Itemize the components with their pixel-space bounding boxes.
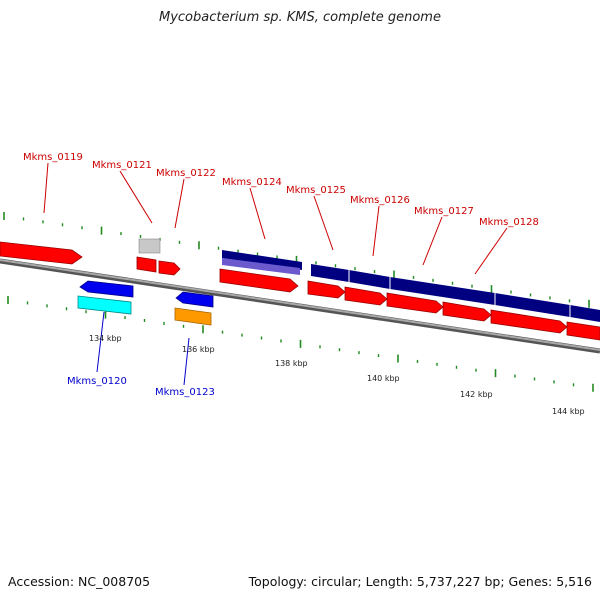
feature-mkms-0120-cyan[interactable] bbox=[77, 295, 132, 315]
operon-bar-0128[interactable] bbox=[495, 293, 570, 317]
map-title: Mycobacterium sp. KMS, complete genome bbox=[159, 10, 441, 25]
label-mkms-0125[interactable]: Mkms_0125 bbox=[286, 185, 346, 196]
tick-label-140: 140 kbp bbox=[367, 374, 400, 383]
gene-mkms-0121-grey[interactable] bbox=[138, 238, 161, 254]
kbp-ticks: 134 kbp 136 kbp 138 kbp 140 kbp 142 kbp … bbox=[89, 334, 585, 416]
operon-bar-0125[interactable] bbox=[311, 264, 349, 282]
gene-mkms-0128[interactable] bbox=[442, 301, 492, 322]
accession-text: Accession: NC_008705 bbox=[8, 574, 151, 589]
gene-mkms-0130[interactable] bbox=[566, 321, 600, 341]
operon-bar-0124-light[interactable] bbox=[222, 258, 300, 275]
operon-bar-0126[interactable] bbox=[349, 270, 390, 289]
label-mkms-0123[interactable]: Mkms_0123 bbox=[155, 387, 215, 398]
label-mkms-0128[interactable]: Mkms_0128 bbox=[479, 217, 539, 228]
gene-mkms-0119[interactable] bbox=[0, 241, 83, 265]
tick-label-134: 134 kbp bbox=[89, 334, 122, 343]
gene-mkms-0122[interactable] bbox=[158, 260, 181, 276]
tick-label-144: 144 kbp bbox=[552, 407, 585, 416]
gene-mkms-0121[interactable] bbox=[136, 256, 157, 273]
tick-label-138: 138 kbp bbox=[275, 359, 308, 368]
label-mkms-0121[interactable]: Mkms_0121 bbox=[92, 160, 152, 171]
feature-mkms-0123-orange[interactable] bbox=[174, 307, 212, 326]
reverse-tick-track bbox=[7, 296, 594, 392]
forward-genes bbox=[0, 238, 600, 341]
operon-bar-0124[interactable] bbox=[222, 250, 302, 270]
label-leaders bbox=[43, 162, 508, 386]
label-mkms-0120[interactable]: Mkms_0120 bbox=[67, 376, 127, 387]
reverse-genes bbox=[77, 280, 214, 326]
gene-labels: Mkms_0119 Mkms_0120 Mkms_0121 Mkms_0122 … bbox=[23, 152, 539, 398]
label-mkms-0122[interactable]: Mkms_0122 bbox=[156, 168, 216, 179]
tick-label-136: 136 kbp bbox=[182, 345, 215, 354]
gene-mkms-0120[interactable] bbox=[79, 280, 134, 298]
label-mkms-0124[interactable]: Mkms_0124 bbox=[222, 177, 282, 188]
operon-bar-0129[interactable] bbox=[570, 305, 600, 322]
gene-mkms-0125[interactable] bbox=[307, 280, 346, 299]
genome-backbone bbox=[0, 258, 600, 354]
operon-bar-0127[interactable] bbox=[390, 277, 495, 305]
gene-mkms-0127[interactable] bbox=[386, 292, 444, 314]
genome-stats-text: Topology: circular; Length: 5,737,227 bp… bbox=[248, 574, 592, 589]
operon-bars bbox=[222, 250, 600, 322]
label-mkms-0119[interactable]: Mkms_0119 bbox=[23, 152, 83, 163]
gene-mkms-0126[interactable] bbox=[344, 286, 388, 306]
gene-mkms-0129[interactable] bbox=[490, 309, 568, 334]
label-mkms-0126[interactable]: Mkms_0126 bbox=[350, 195, 410, 206]
tick-label-142: 142 kbp bbox=[460, 390, 493, 399]
gene-mkms-0124[interactable] bbox=[219, 268, 299, 293]
label-mkms-0127[interactable]: Mkms_0127 bbox=[414, 206, 474, 217]
gene-mkms-0123[interactable] bbox=[175, 291, 214, 308]
